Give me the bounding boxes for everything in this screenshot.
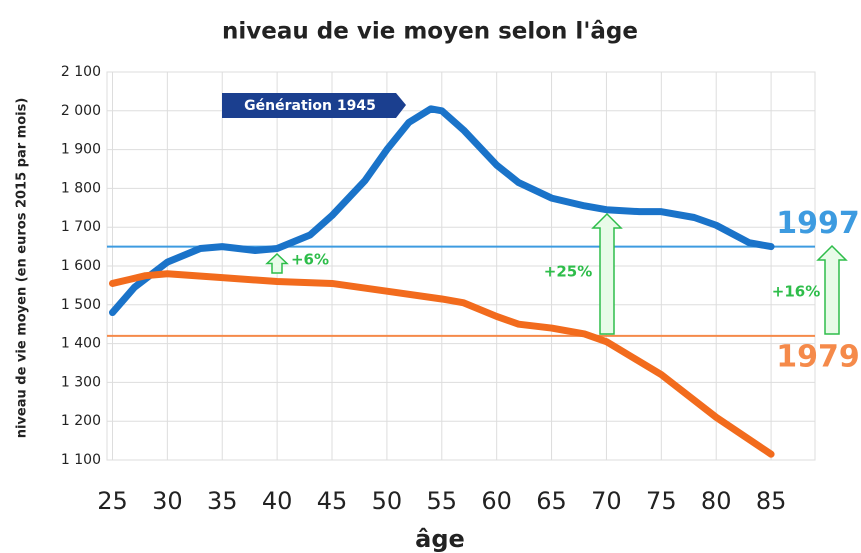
annotation: +6% (291, 251, 329, 269)
annotation: +25% (544, 263, 592, 281)
y-tick-label: 1 400 (61, 336, 101, 352)
reference-label: 1979 (776, 339, 860, 374)
arrow (591, 212, 623, 335)
chart-title: niveau de vie moyen selon l'âge (222, 19, 638, 45)
y-tick-label: 1 100 (61, 452, 101, 468)
y-tick-label: 2 000 (61, 103, 101, 119)
x-axis-label: âge (415, 525, 465, 553)
x-tick-label: 55 (427, 487, 458, 515)
x-tick-label: 45 (317, 487, 348, 515)
annotation: +16% (772, 283, 820, 301)
x-tick-label: 30 (152, 487, 183, 515)
x-tick-label: 50 (372, 487, 403, 515)
arrow (265, 252, 289, 274)
y-tick-label: 1 600 (61, 258, 101, 274)
reference-label: 1997 (776, 206, 860, 241)
x-tick-label: 85 (756, 487, 787, 515)
data-line (108, 270, 775, 458)
y-tick-label: 1 800 (61, 180, 101, 196)
y-tick-label: 1 300 (61, 374, 101, 390)
legend-label: Génération 1945 (244, 98, 376, 114)
x-tick-label: 60 (481, 487, 512, 515)
y-tick-label: 1 500 (61, 297, 101, 313)
x-tick-label: 40 (262, 487, 293, 515)
y-tick-label: 1 900 (61, 142, 101, 158)
arrow (816, 244, 848, 335)
x-tick-label: 25 (97, 487, 128, 515)
y-tick-label: 2 100 (61, 64, 101, 80)
y-tick-label: 1 200 (61, 413, 101, 429)
x-tick-label: 65 (536, 487, 567, 515)
x-tick-label: 35 (207, 487, 238, 515)
y-tick-label: 1 700 (61, 219, 101, 235)
y-axis-label: niveau de vie moyen (en euros 2015 par m… (15, 98, 30, 439)
x-tick-label: 70 (591, 487, 622, 515)
data-line (108, 105, 775, 317)
x-tick-label: 80 (701, 487, 732, 515)
legend-tag (222, 93, 406, 118)
x-tick-label: 75 (646, 487, 677, 515)
